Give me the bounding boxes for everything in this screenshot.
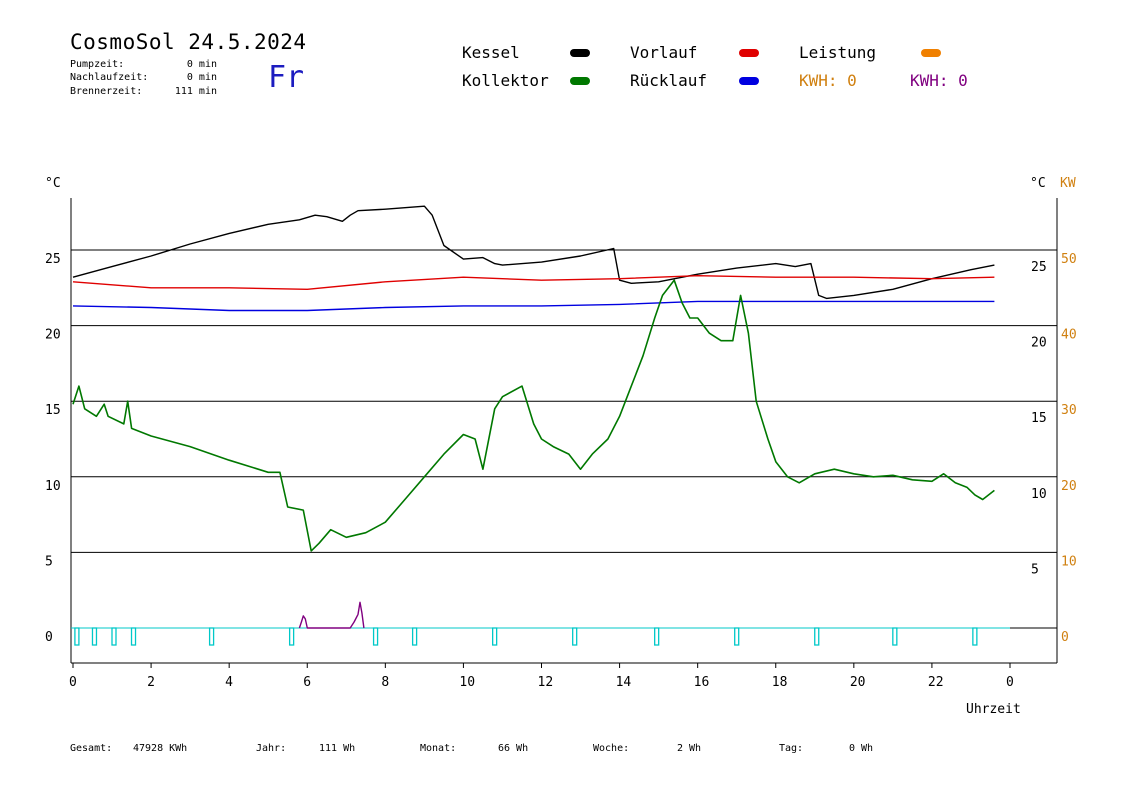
legend-vorlauf: Vorlauf [630,43,698,62]
leistung-pulse [892,627,898,646]
x-tick-label: 12 [538,675,554,690]
leistung-pulse [411,627,418,646]
kwh-line [298,601,365,629]
y-tick-label: 10 [45,479,61,494]
vorlauf-line [72,275,995,290]
leistung-pulse [208,627,215,646]
x-tick-label: 18 [772,675,788,690]
footer-day-label: Tag: [779,743,804,754]
y2-tick-label: 25 [1031,260,1047,275]
chart-title: CosmoSol 24.5.2024 [70,30,307,54]
kollektor-line [72,279,995,552]
kw-tick-label: 40 [1061,328,1077,343]
x-axis-label: Uhrzeit [966,702,1021,717]
kw-axis-unit: KW [1060,176,1076,191]
leistung-pulse [372,627,379,646]
footer-total-value: 47928 KWh [133,743,188,754]
right-axis-unit: °C [1030,176,1046,191]
rcklauf-line [72,300,995,312]
leistung-pulse [91,627,98,646]
kw-tick-label: 0 [1061,630,1069,645]
y-tick-label: 5 [45,554,53,569]
x-tick-label: 20 [850,675,866,690]
pump-time-value: 0 min [186,59,217,70]
kwh-orange-label: KWH: 0 [799,71,857,90]
y-tick-label: 20 [45,328,61,343]
leistung-pulse [734,627,740,646]
footer-month-value: 66 Wh [498,743,529,754]
follow-time-label: Nachlaufzeit: [70,72,149,83]
follow-time-value: 0 min [186,72,217,83]
x-tick-label: 10 [459,675,475,690]
leistung-pulse [814,627,820,646]
x-tick-label: 4 [225,675,233,690]
y2-tick-label: 10 [1031,487,1047,502]
legend-vorlauf-swatch [739,49,759,57]
leistung-pulse [288,627,295,646]
footer-year-label: Jahr: [256,743,287,754]
kw-tick-label: 50 [1061,252,1077,267]
legend-kessel-swatch [570,49,590,57]
burner-time-value: 111 min [174,86,217,97]
footer-total-label: Gesamt: [70,743,113,754]
y-tick-label: 15 [45,403,61,418]
legend-kessel: Kessel [462,43,520,62]
footer-day-value: 0 Wh [849,743,874,754]
kwh-purple-label: KWH: 0 [910,71,968,90]
footer-week-label: Woche: [593,743,630,754]
leistung-pulse [111,627,117,646]
leistung-pulse [491,627,498,646]
legend-ruecklauf: Rücklauf [630,71,708,90]
kw-tick-label: 30 [1061,403,1077,418]
left-axis-unit: °C [45,176,61,191]
y-tick-label: 0 [45,630,53,645]
leistung-pulse [654,627,660,646]
legend-leistung: Leistung [799,43,877,62]
y2-tick-label: 5 [1031,562,1039,577]
leistung-pulse [74,627,80,646]
y-tick-label: 25 [45,252,61,267]
x-tick-label: 0 [69,675,77,690]
x-tick-label: 22 [928,675,944,690]
footer-week-value: 2 Wh [677,743,702,754]
legend-ruecklauf-swatch [739,77,759,85]
leistung-pulse [972,627,978,646]
legend-kollektor: Kollektor [462,71,549,90]
y2-tick-label: 20 [1031,336,1047,351]
legend-kollektor-swatch [570,77,590,85]
x-tick-label: 14 [616,675,632,690]
burner-time-label: Brennerzeit: [70,86,143,97]
x-tick-label: 16 [694,675,710,690]
footer-month-label: Monat: [420,743,457,754]
x-tick-label: 0 [1006,675,1014,690]
weekday-label: Fr [268,60,305,95]
footer-year-value: 111 Wh [319,743,356,754]
x-tick-label: 2 [147,675,155,690]
x-tick-label: 6 [303,675,311,690]
leistung-pulse [572,627,578,646]
kw-tick-label: 10 [1061,554,1077,569]
pump-time-label: Pumpzeit: [70,59,125,70]
leistung-pulse [130,627,137,646]
x-tick-label: 8 [381,675,389,690]
y2-tick-label: 15 [1031,411,1047,426]
kessel-line [72,205,995,300]
legend-leistung-swatch [921,49,941,57]
kw-tick-label: 20 [1061,479,1077,494]
